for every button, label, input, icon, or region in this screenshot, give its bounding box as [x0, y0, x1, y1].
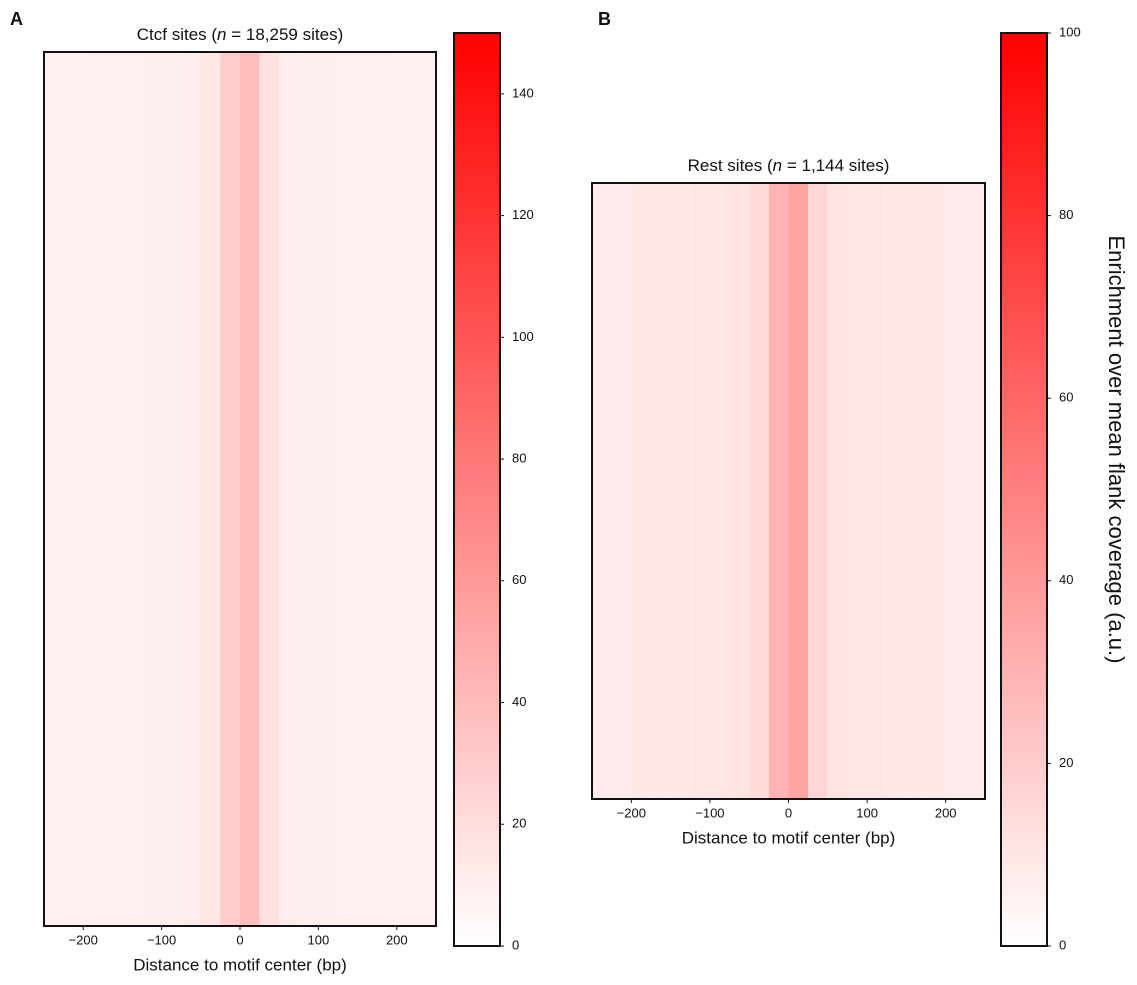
heat-column — [926, 183, 946, 799]
colorbar-tick-label: 0 — [1059, 937, 1066, 952]
title-part: = 18,259 sites) — [227, 25, 344, 44]
heat-column — [259, 52, 280, 926]
heat-column — [181, 52, 201, 926]
heat-column — [611, 183, 632, 799]
heat-column — [709, 183, 730, 799]
heat-column — [142, 52, 162, 926]
heat-column — [240, 52, 260, 926]
heat-column — [631, 183, 651, 799]
colorbar-tick-label: 0 — [512, 937, 519, 952]
heat-column — [396, 52, 417, 926]
heat-column — [220, 52, 240, 926]
x-tick-label: 0 — [236, 932, 243, 947]
colorbar-tick-label: 100 — [512, 329, 534, 344]
heat-column — [827, 183, 848, 799]
chart-title: Rest sites (n = 1,144 sites) — [688, 156, 890, 175]
heat-column — [690, 183, 710, 799]
colorbar-tick-label: 80 — [512, 451, 526, 466]
title-part: Ctcf sites ( — [137, 25, 218, 44]
title-part: Rest sites ( — [688, 156, 773, 175]
heat-column — [122, 52, 142, 926]
colorbar-tick-label: 100 — [1059, 24, 1081, 39]
heat-column — [416, 52, 436, 926]
heat-column — [906, 183, 927, 799]
x-axis-label: Distance to motif center (bp) — [682, 828, 896, 847]
heat-column — [83, 52, 103, 926]
heat-column — [298, 52, 319, 926]
heat-column — [788, 183, 809, 799]
heat-column — [847, 183, 868, 799]
heat-column — [729, 183, 750, 799]
x-tick-label: −100 — [147, 932, 176, 947]
heat-column — [102, 52, 123, 926]
heat-column — [886, 183, 907, 799]
heat-column — [279, 52, 299, 926]
x-tick-label: 100 — [308, 932, 330, 947]
heat-column — [161, 52, 182, 926]
x-tick-label: 0 — [785, 805, 792, 820]
heat-column — [867, 183, 887, 799]
x-tick-label: −200 — [617, 805, 646, 820]
heat-column — [965, 183, 985, 799]
x-tick-label: −200 — [69, 932, 98, 947]
colorbar — [453, 32, 501, 947]
title-part: n — [217, 25, 226, 44]
colorbar-tick-label: 40 — [512, 694, 526, 709]
colorbar-tick-label: 20 — [512, 816, 526, 831]
title-part: n — [773, 156, 782, 175]
colorbar-label: Enrichment over mean flank coverage (a.u… — [1104, 236, 1129, 664]
x-axis-label: Distance to motif center (bp) — [133, 955, 347, 974]
heat-column — [63, 52, 84, 926]
panel-label: A — [10, 9, 23, 29]
heat-column — [650, 183, 671, 799]
heat-column — [377, 52, 397, 926]
heat-column — [749, 183, 769, 799]
colorbar-tick-label: 80 — [1059, 207, 1073, 222]
colorbar-tick-label: 20 — [1059, 755, 1073, 770]
colorbar-tick-label: 60 — [1059, 390, 1073, 405]
heat-column — [768, 183, 789, 799]
x-tick-label: −100 — [695, 805, 724, 820]
heat-column — [200, 52, 221, 926]
heat-column — [945, 183, 966, 799]
panel-label: B — [598, 9, 611, 29]
heat-column — [808, 183, 828, 799]
x-tick-label: 200 — [935, 805, 957, 820]
heat-column — [44, 52, 64, 926]
colorbar-tick-label: 120 — [512, 207, 534, 222]
heat-column — [592, 183, 612, 799]
colorbar-tick-label: 140 — [512, 85, 534, 100]
heat-column — [338, 52, 358, 926]
heat-column — [318, 52, 338, 926]
colorbar — [1000, 32, 1048, 947]
x-tick-label: 200 — [386, 932, 408, 947]
title-part: = 1,144 sites) — [782, 156, 889, 175]
colorbar-tick-label: 60 — [512, 572, 526, 587]
colorbar-tick-label: 40 — [1059, 572, 1073, 587]
heat-column — [357, 52, 378, 926]
heat-column — [670, 183, 691, 799]
chart-title: Ctcf sites (n = 18,259 sites) — [137, 25, 343, 44]
x-tick-label: 100 — [856, 805, 878, 820]
